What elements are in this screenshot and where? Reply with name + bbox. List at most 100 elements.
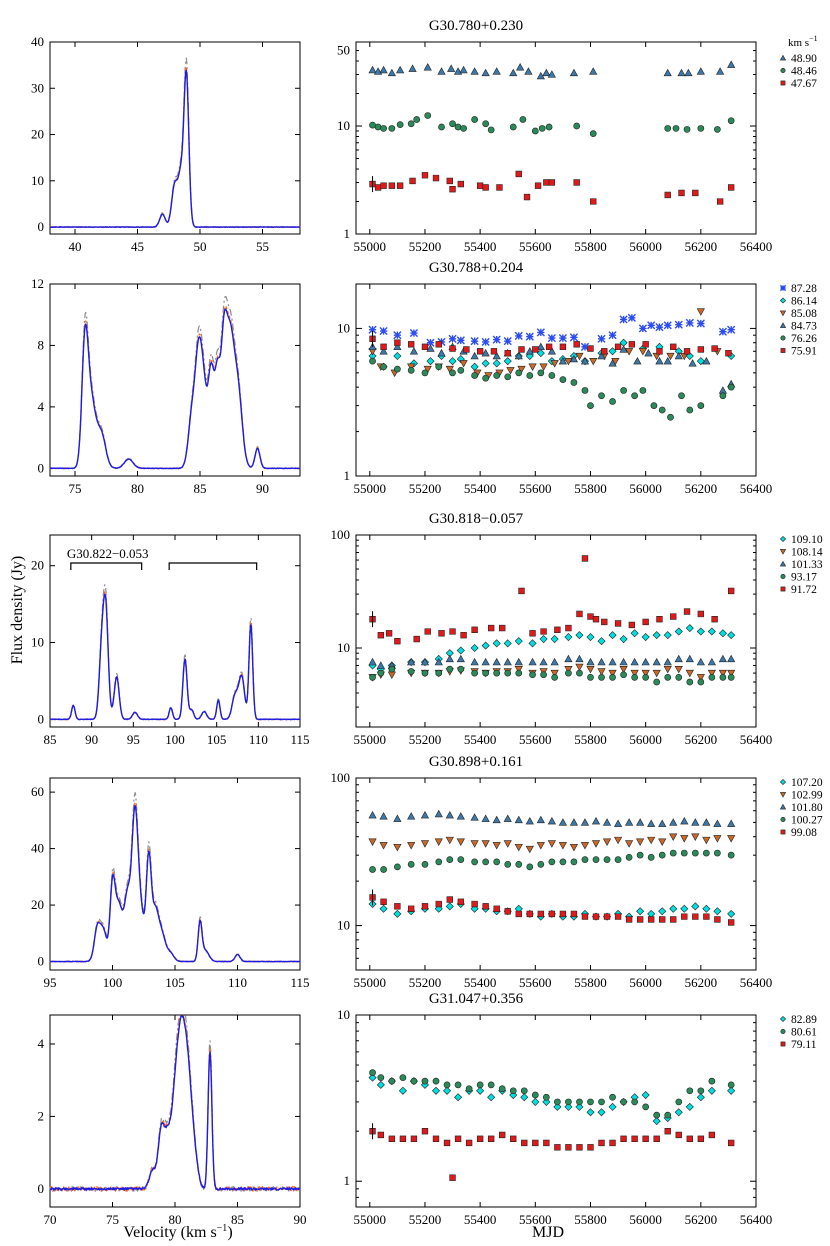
data-point xyxy=(680,816,689,825)
data-point xyxy=(569,354,579,363)
data-point xyxy=(713,835,722,843)
data-point xyxy=(680,849,688,857)
data-point xyxy=(396,65,405,74)
data-point xyxy=(457,898,465,905)
spectrum-epoch-grey xyxy=(50,295,301,470)
data-point xyxy=(421,172,429,179)
data-point xyxy=(638,324,647,333)
y-tick-label: 1 xyxy=(344,468,351,483)
data-point xyxy=(408,64,417,72)
data-point xyxy=(503,814,512,822)
data-point xyxy=(471,858,478,866)
data-point xyxy=(587,1144,594,1151)
data-point xyxy=(398,1086,407,1095)
x-tick-label: 80 xyxy=(169,1212,182,1227)
y-tick-label: 8 xyxy=(38,337,45,352)
data-point xyxy=(536,342,545,351)
data-point xyxy=(443,1139,451,1147)
data-point xyxy=(727,673,735,681)
data-point xyxy=(519,116,527,123)
data-point xyxy=(652,1117,661,1126)
x-tick-label: 55000 xyxy=(354,239,387,254)
data-point xyxy=(688,359,697,367)
data-point xyxy=(470,657,479,666)
legend-marker-triangle xyxy=(779,54,787,61)
data-point xyxy=(558,333,567,343)
y-tick-label: 0 xyxy=(38,219,45,234)
data-point xyxy=(457,665,465,673)
data-point xyxy=(686,1087,694,1095)
bracket-label: G30.822−0.053 xyxy=(67,546,149,561)
data-point xyxy=(377,1074,385,1081)
legend-marker-circle xyxy=(780,816,786,823)
x-tick-label: 85 xyxy=(231,1212,244,1227)
legend-marker-triangle xyxy=(779,560,787,567)
data-point xyxy=(368,838,377,846)
data-point xyxy=(482,374,490,382)
data-point xyxy=(435,669,443,677)
series-triangle xyxy=(368,60,736,80)
data-point xyxy=(685,669,694,678)
data-point xyxy=(598,392,605,400)
data-point xyxy=(536,842,545,850)
data-point xyxy=(670,613,677,620)
series-square xyxy=(369,170,735,205)
y-tick-label: 20 xyxy=(31,127,44,142)
data-point xyxy=(575,1102,584,1111)
x-tick-label: 110 xyxy=(249,732,268,747)
data-point xyxy=(394,339,401,346)
data-point xyxy=(492,351,501,360)
data-point xyxy=(515,170,522,178)
spectrum-plot: 40 45 50 55 0 10 20 30 40 xyxy=(31,34,301,254)
data-point xyxy=(525,816,534,825)
y-tick-label: 10 xyxy=(337,640,350,655)
data-point xyxy=(569,818,579,826)
x-tick-label: 90 xyxy=(85,732,98,747)
data-point xyxy=(636,818,645,826)
data-point xyxy=(725,349,732,357)
data-point xyxy=(553,1102,562,1111)
data-point xyxy=(727,117,735,125)
y-tick-label: 50 xyxy=(337,43,350,58)
spectrum-plot: 95 100 105 110 115 0 20 40 60 xyxy=(31,777,310,990)
data-point xyxy=(379,65,388,74)
source-title: G30.780+0.230 xyxy=(429,18,523,34)
data-point xyxy=(388,125,396,132)
data-point xyxy=(719,673,727,681)
data-point xyxy=(542,1097,551,1106)
data-point xyxy=(476,182,484,189)
y-tick-label: 40 xyxy=(31,34,44,49)
data-point xyxy=(636,907,645,916)
data-point xyxy=(437,67,446,75)
data-point xyxy=(718,386,728,394)
legend-marker-circle xyxy=(780,1028,786,1035)
data-point xyxy=(663,631,672,640)
series-circle xyxy=(369,665,735,686)
data-point xyxy=(613,836,623,845)
data-point xyxy=(727,835,736,843)
legend-label: 100.27 xyxy=(791,815,823,827)
legend-marker-down xyxy=(779,792,787,798)
data-point xyxy=(409,177,416,185)
timeseries-plot: 55000 55200 55400 55600 55800 56000 56200 56400… xyxy=(331,527,773,747)
y-tick-label: 100 xyxy=(331,770,351,785)
data-point xyxy=(393,814,402,822)
data-point xyxy=(614,856,622,863)
data-point xyxy=(675,1131,682,1139)
data-point xyxy=(575,654,584,663)
legend-marker-diamond xyxy=(779,1015,787,1023)
data-point xyxy=(435,341,442,348)
data-point xyxy=(449,186,456,193)
x-tick-label: 55400 xyxy=(464,1212,497,1227)
data-point xyxy=(503,357,512,366)
data-point xyxy=(696,627,705,636)
legend-label: 107.20 xyxy=(791,777,823,789)
x-tick-label: 115 xyxy=(290,975,309,990)
data-point xyxy=(525,845,534,854)
data-point xyxy=(714,916,721,923)
data-point xyxy=(703,913,710,920)
y-tick-label: 30 xyxy=(31,80,44,95)
legend-unit: km s−1 xyxy=(788,34,818,49)
data-point xyxy=(380,125,387,132)
